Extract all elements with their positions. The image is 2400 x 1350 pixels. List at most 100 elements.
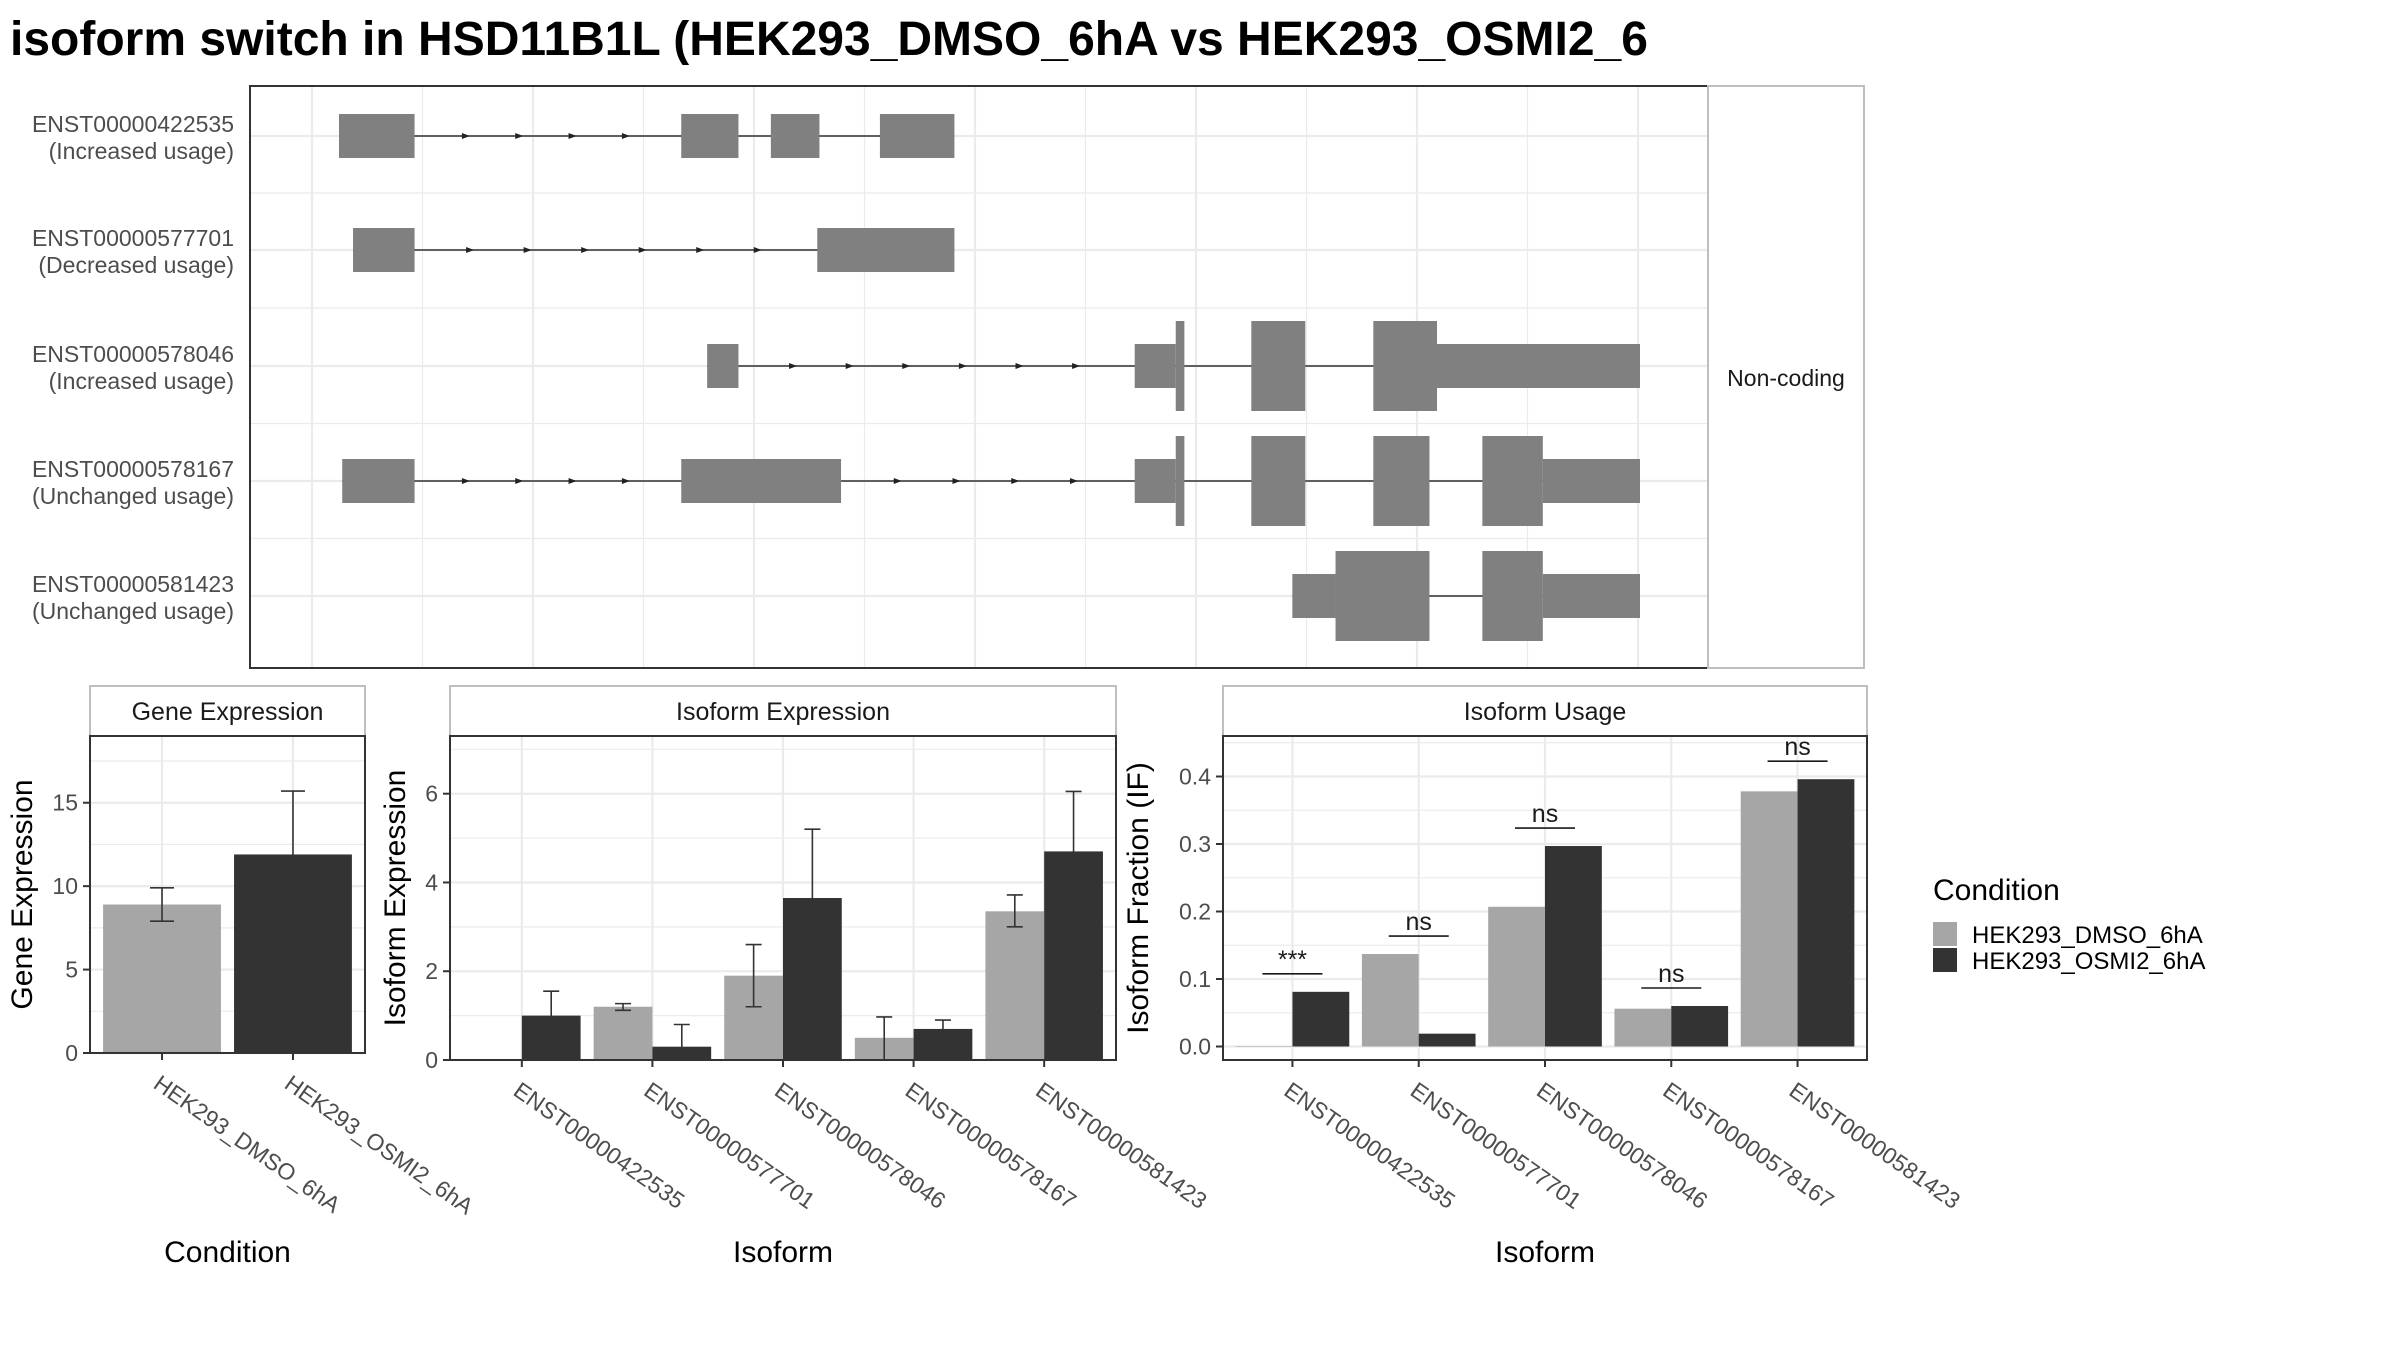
y-axis-title: Isoform Fraction (IF): [1122, 762, 1155, 1034]
isoform-usage-panel: Isoform Usage0.00.10.20.30.4***nsnsnsnsE…: [1122, 685, 1965, 1269]
transcript-usage-label: (Increased usage): [49, 368, 234, 394]
strand-arrow: [515, 478, 524, 484]
exon-block: [1134, 459, 1176, 503]
panel-strip: [89, 685, 366, 737]
exon-block: [681, 114, 739, 158]
legend-swatch: [1933, 948, 1957, 972]
strand-arrow: [461, 133, 470, 139]
strand-arrow: [523, 247, 532, 253]
panel-border: [89, 735, 366, 1054]
exon-block: [1437, 344, 1640, 388]
y-axis-title: Gene Expression: [6, 779, 39, 1009]
bar: [1545, 846, 1602, 1047]
exon-block: [1335, 551, 1430, 641]
transcript-usage-label: (Decreased usage): [38, 252, 234, 278]
panel-title: Isoform Expression: [676, 698, 890, 726]
strand-arrow: [902, 363, 911, 369]
significance-label: ns: [1658, 960, 1684, 988]
strip-label: Non-coding: [1727, 365, 1845, 391]
strand-arrow: [1072, 363, 1081, 369]
strand-arrow: [952, 478, 961, 484]
y-tick-label: 0: [65, 1040, 78, 1066]
bar: [1740, 791, 1798, 1047]
y-tick-label: 4: [425, 869, 438, 895]
strand-arrow: [638, 247, 647, 253]
strand-arrow: [893, 478, 902, 484]
exon-block: [1292, 574, 1336, 618]
significance-label: ns: [1532, 800, 1558, 828]
x-axis-title: Condition: [164, 1236, 291, 1269]
exon-block: [1251, 436, 1306, 526]
strand-arrow: [581, 247, 590, 253]
strand-arrow: [568, 133, 577, 139]
bar: [985, 911, 1045, 1060]
panel-title: Gene Expression: [132, 698, 324, 726]
bar: [1292, 991, 1350, 1047]
bar: [1488, 906, 1545, 1047]
strand-arrow: [461, 478, 470, 484]
exon-block: [338, 114, 415, 158]
transcript-id-label: ENST00000422535: [32, 111, 234, 137]
exon-block: [1251, 321, 1306, 411]
y-tick-label: 6: [425, 781, 438, 807]
legend-title: Condition: [1933, 874, 2060, 907]
y-tick-label: 5: [65, 957, 78, 983]
transcript-id-label: ENST00000578046: [32, 341, 234, 367]
strand-arrow: [1015, 363, 1024, 369]
bar: [593, 1006, 653, 1060]
strand-arrow: [1069, 478, 1078, 484]
exon-block: [817, 228, 885, 272]
panel-strip: [1222, 685, 1868, 737]
y-tick-label: 0.3: [1179, 831, 1211, 857]
legend-label: HEK293_DMSO_6hA: [1972, 922, 2203, 949]
panel-strip: [449, 685, 1117, 737]
exon-block: [707, 344, 739, 388]
exon-block: [1373, 321, 1438, 411]
strand-arrow: [621, 478, 630, 484]
transcript-id-label: ENST00000578167: [32, 456, 234, 482]
structure-strip: [1707, 85, 1865, 669]
bar: [1235, 1046, 1293, 1047]
transcript-usage-label: (Unchanged usage): [32, 598, 234, 624]
bar: [1361, 954, 1419, 1047]
strand-arrow: [845, 363, 854, 369]
strand-arrow: [696, 247, 705, 253]
significance-label: ***: [1278, 946, 1307, 974]
legend-label: HEK293_OSMI2_6hA: [1972, 948, 2205, 975]
y-tick-label: 0.1: [1179, 966, 1211, 992]
transcript-id-label: ENST00000577701: [32, 225, 234, 251]
figure-title: isoform switch in HSD11B1L (HEK293_DMSO_…: [10, 13, 1648, 66]
bar: [103, 904, 221, 1053]
y-axis-title: Isoform Expression: [379, 770, 412, 1027]
bar: [1797, 779, 1855, 1047]
y-tick-label: 15: [52, 790, 78, 816]
exon-block: [879, 228, 955, 272]
strand-arrow: [568, 478, 577, 484]
exon-block: [1175, 436, 1185, 526]
y-tick-label: 0: [425, 1047, 438, 1073]
transcript-usage-label: (Increased usage): [49, 138, 234, 164]
significance-label: ns: [1784, 733, 1810, 761]
legend-swatch: [1933, 922, 1957, 946]
exon-block: [681, 459, 842, 503]
exon-block: [770, 114, 820, 158]
bar: [1671, 1006, 1729, 1047]
strand-arrow: [789, 363, 798, 369]
y-tick-label: 10: [52, 873, 78, 899]
exon-block: [1175, 321, 1185, 411]
strand-arrow: [1011, 478, 1020, 484]
panel-title: Isoform Usage: [1464, 698, 1627, 726]
y-tick-label: 0.2: [1179, 899, 1211, 925]
transcript-usage-label: (Unchanged usage): [32, 483, 234, 509]
exon-block: [1542, 574, 1640, 618]
transcript-structure-panel: ENST00000422535(Increased usage)ENST0000…: [32, 85, 1865, 669]
significance-label: ns: [1406, 908, 1432, 936]
x-axis-title: Isoform: [733, 1236, 833, 1269]
exon-block: [1482, 436, 1543, 526]
strand-arrow: [466, 247, 475, 253]
y-tick-label: 0.4: [1179, 764, 1211, 790]
exon-block: [353, 228, 415, 272]
bar: [1418, 1033, 1476, 1047]
